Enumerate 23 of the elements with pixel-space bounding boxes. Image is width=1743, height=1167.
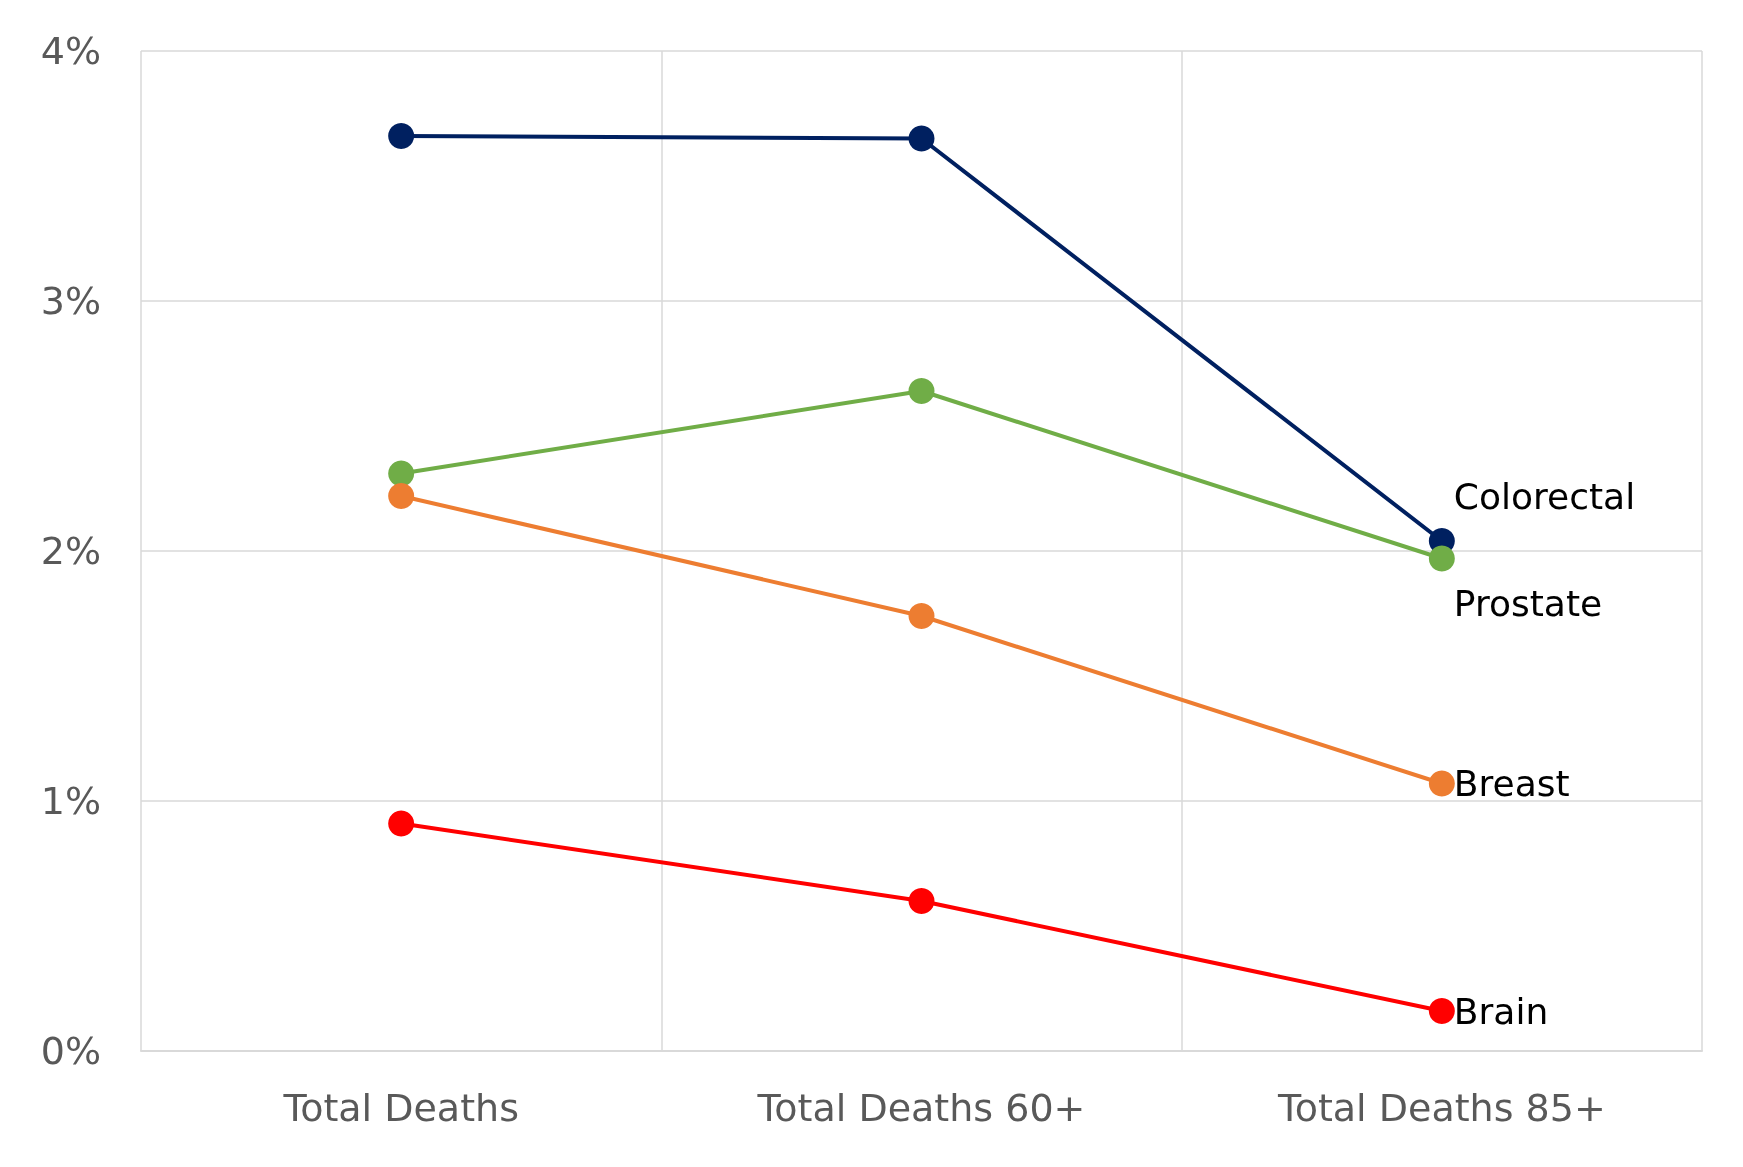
- point: [908, 378, 935, 404]
- y-tick-label: 1%: [40, 779, 101, 823]
- x-tick-label: Total Deaths 85+: [1276, 1086, 1606, 1130]
- point: [908, 888, 935, 914]
- y-tick-label: 3%: [40, 279, 101, 323]
- point: [388, 810, 415, 837]
- series-label: Breast: [1453, 763, 1570, 804]
- point: [388, 460, 415, 487]
- point: [908, 603, 935, 629]
- point: [908, 125, 935, 152]
- point: [1428, 770, 1455, 797]
- x-tick-label: Total Deaths 60+: [756, 1086, 1086, 1130]
- point: [388, 483, 415, 509]
- point: [388, 123, 415, 149]
- point: [1428, 998, 1455, 1024]
- series-label: Colorectal: [1453, 475, 1636, 517]
- series-label: Brain: [1453, 990, 1549, 1032]
- y-tick-label: 2%: [40, 529, 101, 573]
- y-tick-label: 4%: [40, 29, 101, 73]
- series-label: Prostate: [1453, 583, 1603, 624]
- x-tick-label: Total Deaths: [282, 1086, 519, 1130]
- point: [1428, 545, 1455, 572]
- y-tick-label: 0%: [40, 1029, 101, 1073]
